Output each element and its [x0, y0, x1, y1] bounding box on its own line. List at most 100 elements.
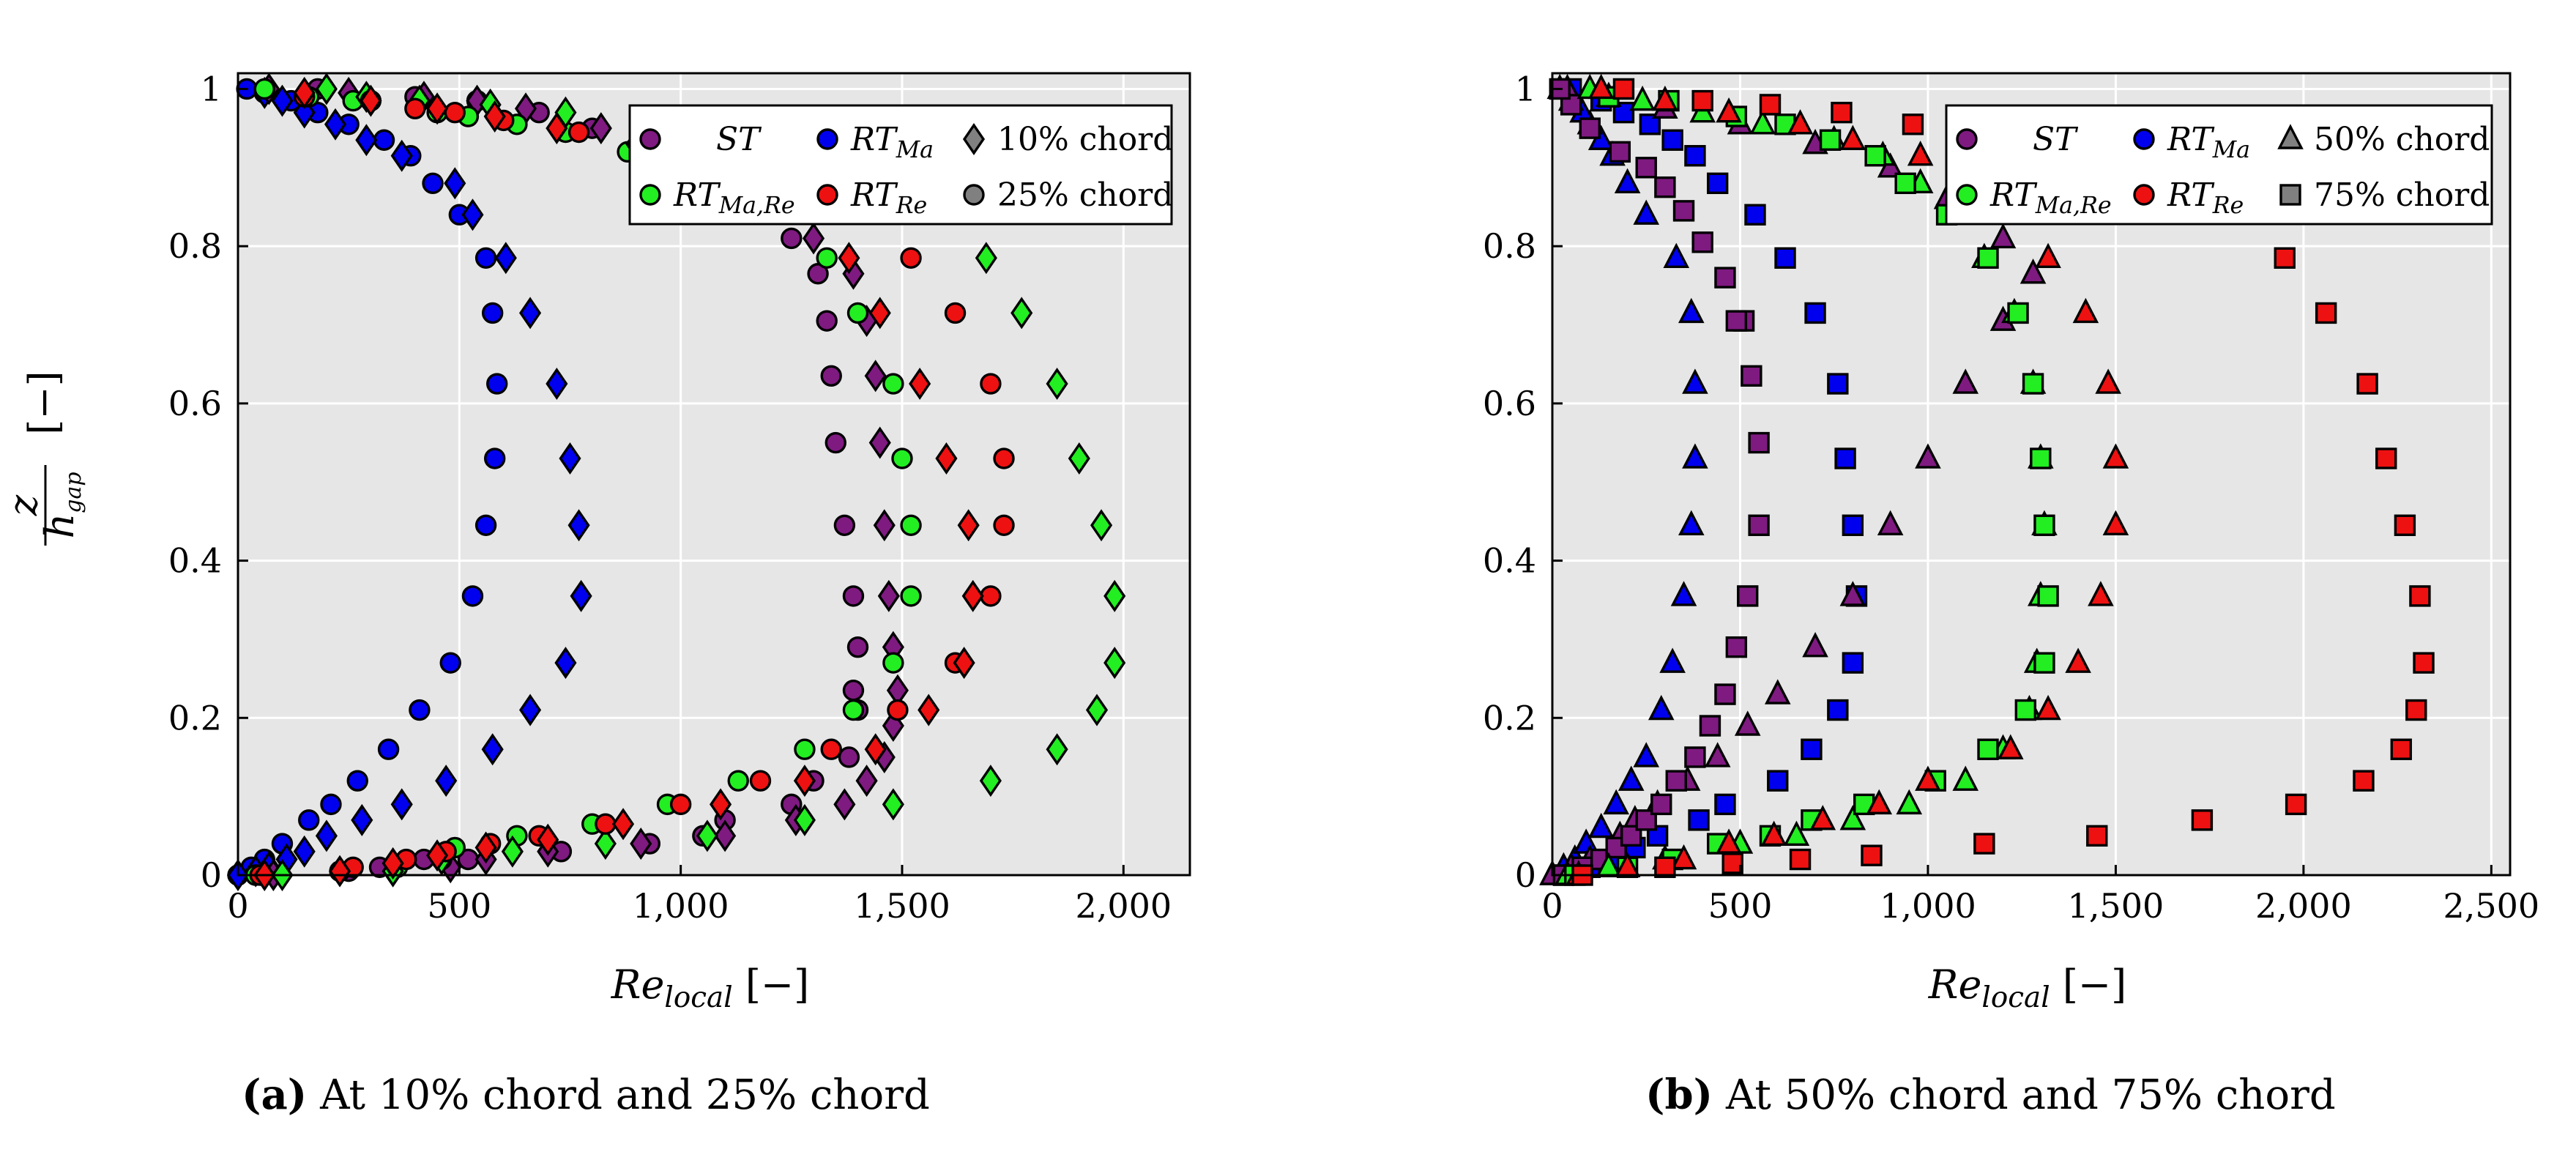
data-point: [2022, 373, 2044, 395]
data-point: [868, 426, 891, 459]
data-point: [461, 198, 484, 231]
data-point: [1734, 710, 1761, 736]
legend-marker: [963, 184, 985, 206]
legend-marker: [2277, 124, 2304, 149]
data-point: [1839, 805, 1866, 830]
panel-b-ytick-label: 0.2: [1483, 698, 1536, 737]
data-point: [935, 442, 958, 475]
data-point: [1801, 738, 1823, 760]
data-point: [1737, 585, 1759, 607]
data-point: [481, 302, 504, 324]
data-point: [1682, 368, 1708, 394]
data-point: [1802, 631, 1828, 658]
data-point: [1665, 770, 1687, 792]
data-point: [882, 788, 904, 821]
data-point: [1866, 789, 1893, 815]
data-point: [1678, 297, 1705, 324]
data-point: [909, 368, 931, 401]
data-point: [315, 72, 338, 105]
legend-label: 10% chord: [997, 121, 1173, 158]
data-point: [519, 694, 542, 726]
data-point: [1764, 679, 1791, 704]
data-point: [2065, 647, 2091, 673]
panel-a-xtick-label: 500: [427, 886, 491, 926]
data-point: [2095, 368, 2121, 394]
data-point: [271, 84, 294, 117]
data-point: [474, 514, 497, 536]
data-point: [1864, 145, 1886, 167]
legend-marker: [816, 128, 838, 150]
data-point: [838, 746, 860, 768]
data-point: [1587, 812, 1615, 839]
data-point: [944, 302, 967, 324]
data-point: [1633, 199, 1660, 225]
data-point: [842, 585, 865, 607]
data-point: [1579, 117, 1601, 139]
data-point: [1670, 581, 1697, 606]
data-point: [1748, 514, 1770, 536]
panel-b-xtick-label: 1,000: [1880, 886, 1976, 926]
data-point: [444, 167, 466, 200]
data-point: [1629, 85, 1656, 111]
data-point: [1894, 172, 1916, 194]
data-point: [1691, 89, 1713, 112]
data-point: [2102, 510, 2129, 535]
data-point: [444, 101, 466, 124]
data-point: [868, 297, 891, 330]
panel-b-xtick-label: 0: [1541, 886, 1563, 926]
data-point: [474, 831, 497, 864]
data-point: [1834, 447, 1856, 469]
legend-marker: [1956, 128, 1978, 150]
panel-b-xtick-label: 500: [1708, 886, 1773, 926]
data-point: [1915, 443, 1941, 469]
data-point: [1103, 647, 1126, 680]
data-point: [293, 835, 316, 868]
data-point: [1827, 373, 1849, 395]
data-point: [1684, 145, 1706, 167]
data-point: [486, 373, 508, 395]
data-point: [1819, 129, 1842, 151]
panel-b-legend: ST RTMa 50% chord RTMa,Re RTRe 75% chord: [1945, 104, 2493, 226]
data-point: [2405, 699, 2427, 721]
data-point: [355, 124, 378, 157]
data-point: [422, 172, 444, 194]
data-point: [483, 447, 506, 469]
data-point: [567, 121, 590, 144]
data-point: [1877, 510, 1904, 535]
data-point: [1652, 85, 1678, 111]
data-point: [1699, 715, 1721, 737]
caption-a-tag: (a): [242, 1071, 308, 1119]
data-point: [1952, 368, 1979, 394]
data-point: [2007, 302, 2029, 324]
data-point: [1714, 683, 1736, 705]
panel-b-legend-box: [1945, 104, 2493, 226]
data-point: [2285, 793, 2307, 816]
legend-label: 25% chord: [997, 176, 1173, 214]
data-point: [1839, 124, 1866, 150]
data-point: [1767, 770, 1789, 792]
data-point: [1915, 765, 1941, 791]
caption-a-text: At 10% chord and 25% chord: [320, 1071, 930, 1119]
data-point: [1654, 176, 1676, 198]
data-point: [324, 108, 347, 141]
data-point: [630, 828, 652, 860]
data-point: [975, 242, 997, 275]
data-point: [1716, 97, 1742, 123]
legend-marker: [2279, 184, 2301, 206]
data-point: [961, 579, 984, 612]
data-point: [820, 365, 842, 387]
data-point: [793, 803, 816, 836]
data-point: [1635, 157, 1657, 179]
panel-b-series-st-square: [1549, 78, 1770, 886]
data-point: [1759, 94, 1782, 116]
data-point: [390, 788, 413, 821]
data-point: [474, 247, 497, 269]
data-point: [882, 373, 904, 395]
legend-marker: [2133, 128, 2155, 150]
data-point: [2413, 652, 2435, 674]
panel-a-legend: ST RTMa 10% chord RTMa,Re RTRe 25% chord: [628, 104, 1173, 226]
legend-label: ST: [716, 121, 762, 158]
panel-a-xlabel: Relocal [−]: [611, 962, 809, 1014]
data-point: [461, 585, 484, 607]
panel-a-ytick-label: 1: [201, 69, 222, 108]
